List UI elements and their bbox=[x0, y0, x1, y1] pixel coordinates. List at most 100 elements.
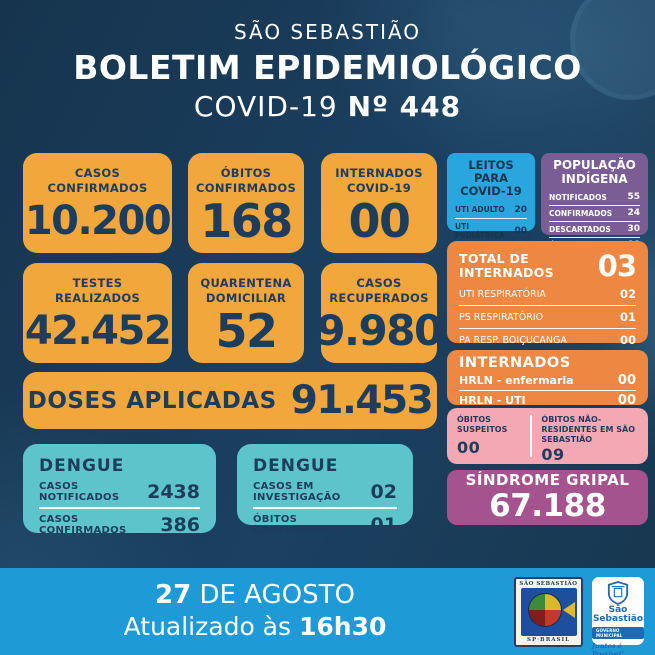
dengue-row-label: CASOS CONFIRMADOS bbox=[39, 514, 127, 536]
obitos-value: 09 bbox=[541, 445, 565, 464]
total-internados-card: TOTAL DE INTERNADOS 03 UTI RESPIRATÓRIA … bbox=[447, 241, 648, 370]
dengue-row: ÓBITOS CONFIRMADOS 01 bbox=[253, 514, 397, 536]
hrln-row: HRLN - UTI 00 bbox=[459, 391, 636, 410]
gov-logo-name2: Sebastião bbox=[592, 614, 644, 624]
row-value: 00 bbox=[617, 393, 636, 408]
stat-label: CASOS RECUPERADOS bbox=[329, 276, 429, 305]
date-number: 27 bbox=[155, 580, 192, 610]
obitos-suspeitos-col: ÓBITOS SUSPEITOS 00 bbox=[457, 415, 521, 457]
row-label: UTI PEDIÁTRICA bbox=[455, 221, 505, 240]
dengue-row-value: 386 bbox=[160, 514, 200, 536]
sindrome-value: 67.188 bbox=[489, 488, 606, 525]
fish-body-icon bbox=[527, 593, 562, 627]
stat-card-internados-covid: INTERNADOS COVID-19 00 bbox=[321, 153, 437, 253]
dengue-row-value: 02 bbox=[370, 481, 397, 503]
internados-title: INTERNADOS bbox=[459, 355, 571, 371]
fish-tail-icon bbox=[562, 602, 575, 618]
stat-label: INTERNADOS COVID-19 bbox=[335, 166, 423, 195]
stat-label: CASOS CONFIRMADOS bbox=[47, 166, 148, 195]
row-value: 00 bbox=[514, 225, 527, 236]
row-label: HRLN - enfermaria bbox=[459, 374, 574, 387]
dengue-row-value: 01 bbox=[370, 514, 397, 536]
row-value: 24 bbox=[627, 208, 640, 219]
total-internados-header: TOTAL DE INTERNADOS 03 bbox=[459, 249, 637, 283]
dengue-title: DENGUE bbox=[39, 456, 125, 476]
updated-line: Atualizado às 16h30 bbox=[30, 612, 480, 641]
row-label: CONFIRMADOS bbox=[549, 208, 613, 218]
gov-logo-slogan: Juntos é Possível! bbox=[592, 641, 625, 655]
fish-artwork-icon bbox=[520, 588, 577, 636]
stat-card-casos-confirmados: CASOS CONFIRMADOS 10.200 bbox=[23, 153, 172, 253]
obitos-card: ÓBITOS SUSPEITOS 00 ÓBITOS NÃO-RESIDENTE… bbox=[447, 408, 648, 464]
divider bbox=[253, 507, 397, 509]
total-internados-title: TOTAL DE INTERNADOS bbox=[459, 250, 554, 280]
obitos-label: ÓBITOS SUSPEITOS bbox=[457, 415, 508, 434]
dengue-card-left: DENGUE CASOS NOTIFICADOS 2438 CASOS CONF… bbox=[23, 444, 216, 536]
dengue-row: CASOS NOTIFICADOS 2438 bbox=[39, 481, 200, 503]
divider bbox=[530, 415, 533, 457]
row-value: 00 bbox=[617, 373, 636, 388]
updated-time: 16h30 bbox=[298, 612, 387, 641]
stat-label: ÓBITOS CONFIRMADOS bbox=[196, 166, 297, 195]
row-value: 20 bbox=[514, 204, 527, 215]
row-label: DESCARTADOS bbox=[549, 224, 611, 234]
header: SÃO SEBASTIÃO BOLETIM EPIDEMIOLÓGICO COV… bbox=[0, 0, 655, 123]
row-value: 02 bbox=[619, 287, 636, 301]
date-block: 27 DE AGOSTO Atualizado às 16h30 bbox=[30, 580, 480, 641]
dengue-row-label: CASOS NOTIFICADOS bbox=[39, 481, 120, 503]
governo-municipal-logo: São Sebastião GOVERNO MUNICIPAL Juntos é… bbox=[592, 577, 644, 655]
dengue-row: CASOS EM INVESTIGAÇÃO 02 bbox=[253, 481, 397, 503]
bulletin-title: BOLETIM EPIDEMIOLÓGICO bbox=[73, 48, 582, 87]
date-text: DE AGOSTO bbox=[191, 580, 355, 610]
edition-number: Nº 448 bbox=[347, 90, 462, 123]
footer-bar: 27 DE AGOSTO Atualizado às 16h30 SÃO SEB… bbox=[0, 568, 655, 655]
row-value: 01 bbox=[619, 310, 636, 324]
obitos-value: 00 bbox=[457, 438, 481, 457]
gov-logo-name1: São bbox=[608, 605, 628, 615]
dengue-title: DENGUE bbox=[253, 456, 339, 476]
fish-logo-caption: SP·BRASIL bbox=[527, 637, 570, 643]
fish-logo-title: SÃO SEBASTIÃO bbox=[519, 581, 578, 587]
row-label: NOTIFICADOS bbox=[549, 192, 607, 202]
populacao-indigena-card: POPULAÇÃO INDÍGENA NOTIFICADOS 55 CONFIR… bbox=[541, 153, 648, 250]
updated-text: Atualizado às bbox=[123, 612, 299, 641]
sao-sebastiao-fish-logo: SÃO SEBASTIÃO SP·BRASIL bbox=[514, 577, 583, 647]
stat-value: 00 bbox=[348, 194, 411, 249]
stat-value: 9.980 bbox=[316, 306, 443, 356]
stat-value: 168 bbox=[200, 194, 293, 249]
bulletin-subtitle: COVID-19 Nº 448 bbox=[0, 90, 655, 123]
sindrome-title: SÍNDROME GRIPAL bbox=[465, 471, 630, 490]
internados-row: PS RESPIRATÓRIO 01 bbox=[459, 306, 636, 329]
divider bbox=[39, 507, 200, 509]
row-label: HRLN - UTI bbox=[459, 394, 526, 407]
dengue-row-label: CASOS EM INVESTIGAÇÃO bbox=[253, 481, 341, 503]
covid-label: COVID-19 bbox=[193, 90, 338, 123]
stat-card-casos-recuperados: CASOS RECUPERADOS 9.980 bbox=[316, 263, 443, 363]
populacao-title: POPULAÇÃO INDÍGENA bbox=[553, 158, 636, 186]
doses-value: 91.453 bbox=[290, 378, 434, 423]
row-label: PS RESPIRATÓRIO bbox=[459, 311, 544, 323]
stat-label: QUARENTENA DOMICILIAR bbox=[200, 276, 292, 305]
dengue-row-value: 2438 bbox=[147, 481, 200, 503]
internados-row: PA RESP. BOIÇUCANGA 00 bbox=[459, 329, 636, 352]
hrln-row: HRLN - enfermaria 00 bbox=[459, 371, 636, 391]
populacao-row: NOTIFICADOS 55 bbox=[549, 190, 640, 206]
leitos-row: UTI ADULTO 20 bbox=[455, 202, 527, 219]
stat-value: 10.200 bbox=[24, 198, 172, 245]
row-value: 30 bbox=[627, 224, 640, 235]
row-label: PA RESP. BOIÇUCANGA bbox=[459, 334, 567, 346]
stat-card-testes-realizados: TESTES REALIZADOS 42.452 bbox=[23, 263, 172, 363]
crest-icon bbox=[607, 581, 629, 605]
date-line: 27 DE AGOSTO bbox=[30, 580, 480, 610]
row-value: 55 bbox=[627, 192, 640, 203]
stat-card-obitos-confirmados: ÓBITOS CONFIRMADOS 168 bbox=[188, 153, 304, 253]
doses-label: DOSES APLICADAS bbox=[27, 387, 277, 414]
stat-label: TESTES REALIZADOS bbox=[54, 276, 141, 305]
row-label: UTI RESPIRATÓRIA bbox=[459, 288, 546, 300]
leitos-row: UTI PEDIÁTRICA 00 bbox=[455, 219, 527, 244]
city-name: SÃO SEBASTIÃO bbox=[233, 20, 422, 44]
populacao-row: DESCARTADOS 30 bbox=[549, 222, 640, 238]
total-internados-value: 03 bbox=[597, 249, 637, 283]
internados-row: UTI RESPIRATÓRIA 02 bbox=[459, 283, 636, 306]
